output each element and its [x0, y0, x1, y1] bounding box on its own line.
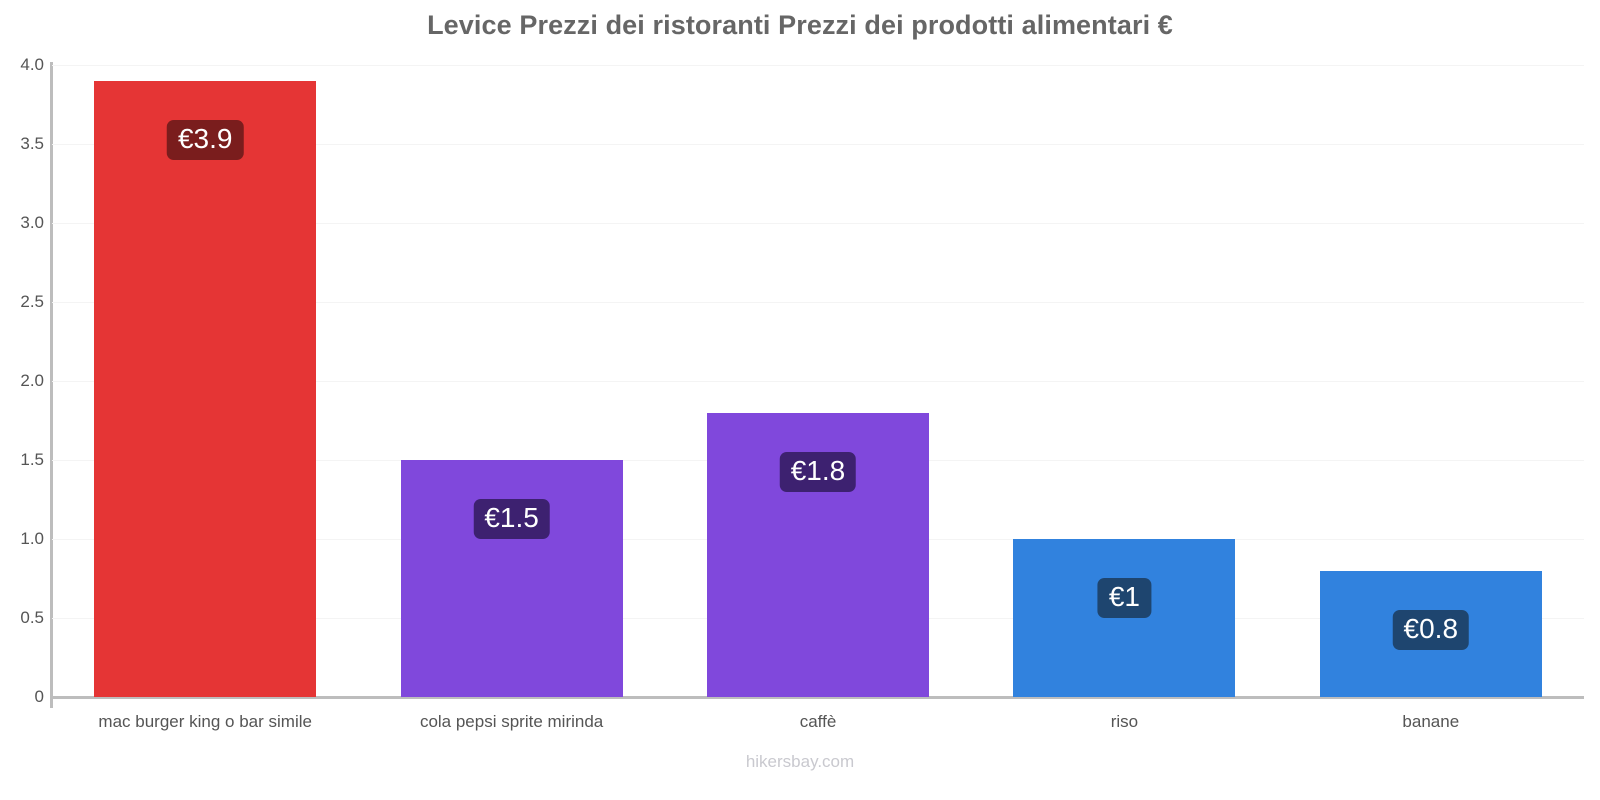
plot-area: €3.9 €1.5 €1.8 €1 €0.8	[52, 65, 1584, 697]
y-axis-tick-label: 0.5	[20, 608, 44, 627]
bar-value-label: €1.5	[473, 499, 550, 539]
bar-value-label: €1.8	[779, 451, 857, 492]
gridline	[52, 302, 1584, 303]
y-axis-tick-label: 2.0	[20, 371, 44, 390]
x-axis-tick-label: mac burger king o bar simile	[98, 712, 312, 731]
gridline	[52, 223, 1584, 224]
x-axis-tick-label: riso	[1110, 712, 1139, 731]
bar[interactable]: €3.9	[94, 80, 317, 697]
y-axis-tick-labels: 0 0.5 1.0 1.5 2.0 2.5 3.0 3.5 4.0	[0, 0, 44, 800]
y-axis-tick-label: 1.5	[20, 450, 44, 469]
y-axis-tick-label: 0	[34, 687, 44, 706]
chart-title: Levice Prezzi dei ristoranti Prezzi dei …	[427, 10, 1173, 40]
x-axis-tick-label: banane	[1402, 712, 1460, 731]
y-axis-tick-label: 2.5	[20, 292, 44, 311]
gridline	[52, 381, 1584, 382]
y-axis-tick-label: 3.0	[20, 213, 44, 232]
bar-value-label: €0.8	[1392, 609, 1470, 650]
y-axis-tick-label: 1.0	[20, 529, 44, 548]
x-axis-tick-label: cola pepsi sprite mirinda	[419, 712, 604, 731]
bar[interactable]: €0.8	[1319, 570, 1542, 697]
bar[interactable]: €1.5	[400, 460, 623, 697]
x-axis-line	[52, 696, 1584, 699]
y-axis-tick-label: 3.5	[20, 134, 44, 153]
gridline	[52, 65, 1584, 66]
bar-value-label: €1	[1097, 578, 1151, 618]
x-axis-tick-label: caffè	[799, 712, 837, 731]
bar[interactable]: €1	[1013, 539, 1236, 697]
gridline	[52, 144, 1584, 145]
y-axis-line	[50, 62, 53, 708]
y-axis-tick-label: 4.0	[20, 55, 44, 74]
chart-footer-source: hikersbay.com	[745, 752, 855, 771]
bar-value-label: €3.9	[166, 119, 244, 160]
bar[interactable]: €1.8	[706, 412, 930, 697]
